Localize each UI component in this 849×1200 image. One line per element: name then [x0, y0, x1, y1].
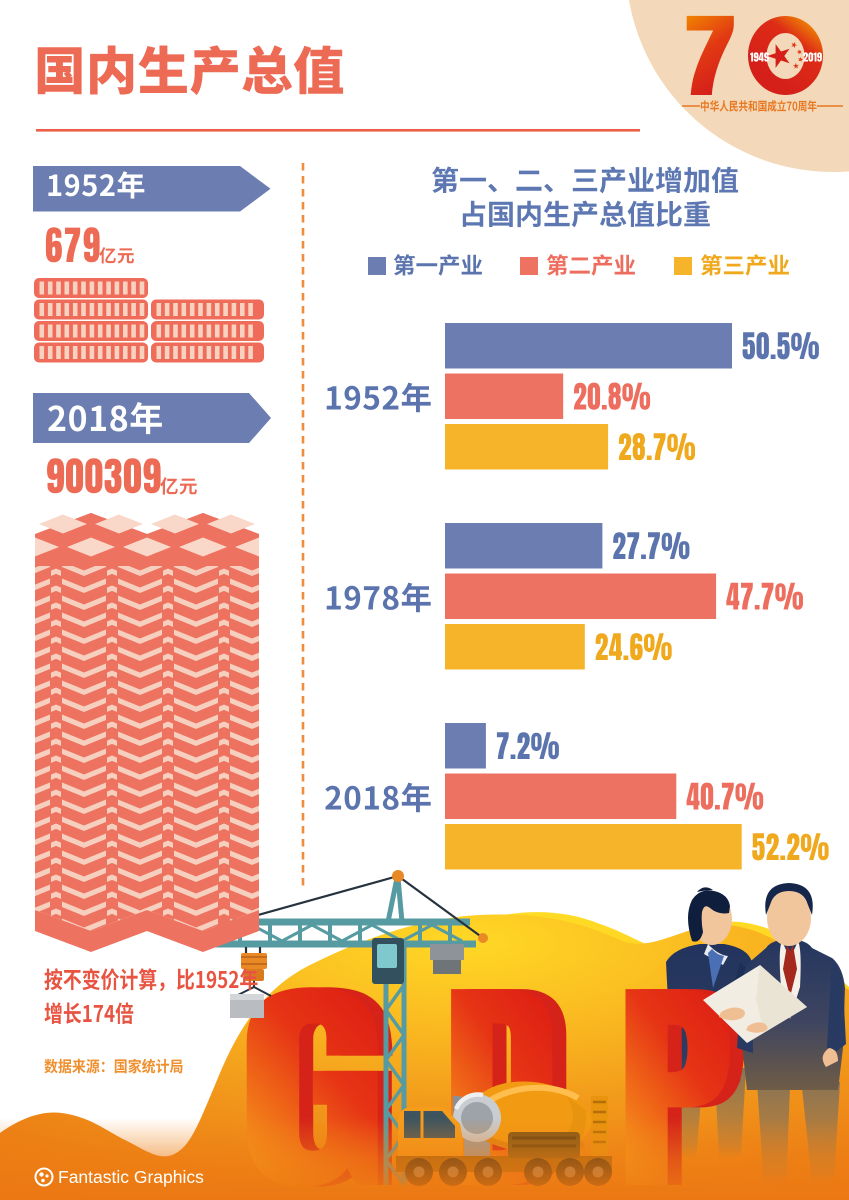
svg-text:Fantastic Graphics: Fantastic Graphics: [58, 1167, 204, 1187]
